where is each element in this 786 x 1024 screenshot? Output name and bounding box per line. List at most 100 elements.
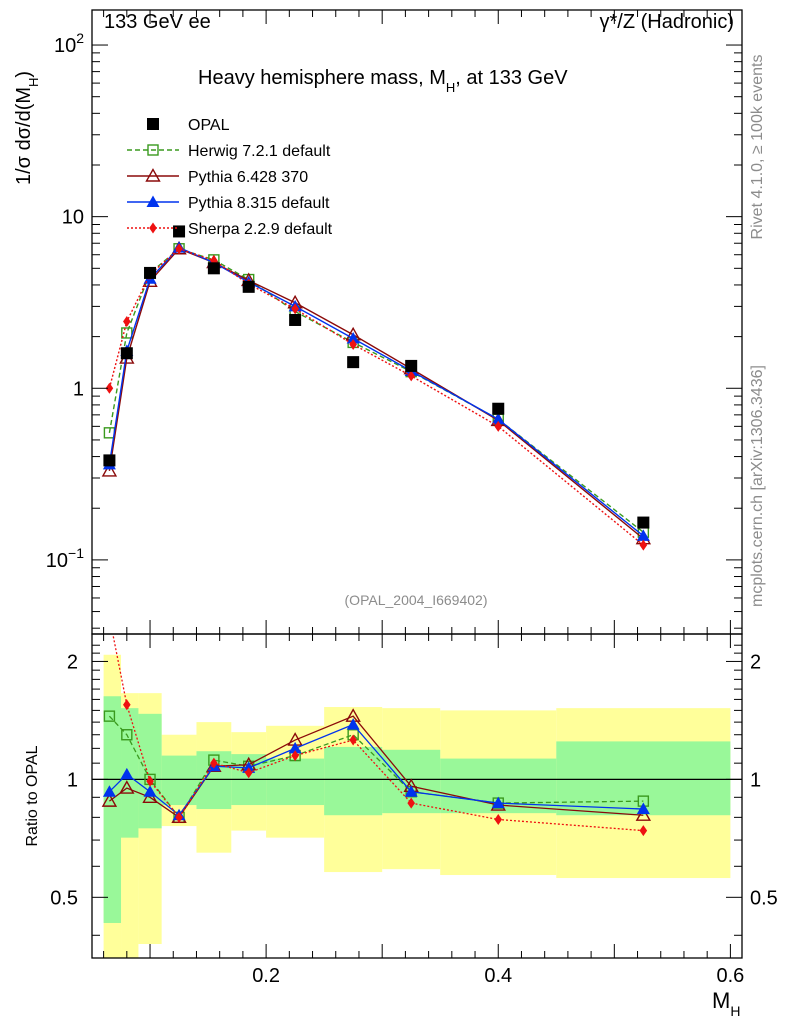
legend-marker [146,195,160,207]
ratio-series-group [101,634,652,837]
green-band-6 [266,758,325,806]
ratio-y-tick-label: 1 [67,769,78,791]
ratio-point-sherpa-2-2-9-default-9 [494,813,503,825]
main-point-herwig-7-2-1-default-1 [121,327,133,339]
ratio-point-pythia-6-428-370-10 [635,807,652,821]
process-label: γ*/Z (Hadronic) [600,11,734,33]
ratio-point-herwig-7-2-1-default-1 [121,729,133,741]
ratio-point-sherpa-2-2-9-default-6 [291,750,299,762]
main-y-tick-label: 102 [54,30,84,57]
main-series-opal [103,225,650,529]
main-y-tick-label: 10−1 [46,545,84,572]
ratio-y-tick-label-right: 2 [750,651,761,673]
main-line-pythia-8-315-default [108,246,644,537]
main-line-sherpa-2-2-9-default [108,247,644,546]
ratio-point-sherpa-2-2-9-default-5 [244,767,253,779]
ratio-y-tick-label-right: 0.5 [750,887,778,909]
main-point-opal-4 [207,262,220,275]
legend-marker [149,222,157,234]
legend: OPAL Herwig 7.2.1 default Pythia 6.428 370… [127,117,333,238]
green-band-1 [121,708,139,838]
main-point-sherpa-2-2-9-default-3 [175,243,183,255]
energy-label: 133 GeV ee [104,11,211,33]
x-tick-label: 0.4 [484,965,512,987]
legend-label: Herwig 7.2.1 default [188,143,331,160]
ratio-point-pythia-8-315-default-7 [346,718,360,730]
ratio-y-tick-label: 2 [67,651,78,673]
green-band-7 [324,746,383,816]
main-point-opal-5 [242,280,255,293]
main-line-pythia-6-428-370 [108,247,644,540]
main-point-sherpa-2-2-9-default-10 [639,539,648,551]
legend-entry-opal: OPAL [147,117,230,134]
ratio-point-pythia-8-315-default-9 [491,796,505,809]
plot-title: Heavy hemisphere mass, MH, at 133 GeV [198,67,568,95]
ratio-point-pythia-8-315-default-5 [242,761,256,773]
main-point-pythia-8-315-default-10 [636,529,650,541]
legend-label: Pythia 8.315 default [188,195,330,212]
main-series-pythia-6-428-370 [101,240,652,545]
x-tick-label: 0.6 [716,965,744,987]
legend-marker [147,144,159,156]
main-point-opal-10 [637,516,650,529]
ratio-point-sherpa-2-2-9-default-7 [349,734,357,746]
ratio-point-herwig-7-2-1-default-0 [103,710,116,722]
ratio-point-pythia-8-315-default-2 [143,785,157,797]
main-series-pythia-8-315-default [102,241,650,541]
main-point-opal-2 [144,266,157,279]
main-point-sherpa-2-2-9-default-9 [494,420,503,432]
x-tick-label: 0.2 [252,965,280,987]
green-band-0 [103,696,122,923]
ratio-panel-frame [91,633,743,959]
main-series-herwig-7-2-1-default [103,243,650,538]
legend-entry-herwig-7-2-1-default: Herwig 7.2.1 default [127,143,331,160]
main-point-opal-8 [405,359,418,372]
main-point-pythia-6-428-370-0 [101,462,118,477]
main-y-tick-label: 1 [73,378,84,400]
main-point-sherpa-2-2-9-default-7 [349,338,357,350]
legend-label: Sherpa 2.2.9 default [188,221,333,238]
main-point-sherpa-2-2-9-default-8 [407,370,415,382]
ratio-point-pythia-8-315-default-10 [636,802,650,815]
legend-entry-pythia-6-428-370: Pythia 6.428 370 [127,168,308,186]
green-band-3 [161,755,197,806]
legend-entry-sherpa-2-2-9-default: Sherpa 2.2.9 default [127,221,333,238]
main-point-pythia-8-315-default-9 [491,412,505,425]
ratio-point-sherpa-2-2-9-default-2 [146,775,154,787]
main-point-opal-3 [173,225,186,238]
ratio-point-pythia-6-428-370-1 [119,780,135,794]
main-point-opal-1 [120,347,133,360]
ratio-point-sherpa-2-2-9-default-4 [210,757,218,769]
main-point-sherpa-2-2-9-default-0 [105,382,114,394]
main-point-sherpa-2-2-9-default-1 [123,315,131,327]
legend-marker [145,168,161,182]
legend-label: OPAL [188,117,230,134]
main-series-sherpa-2-2-9-default [105,243,648,551]
green-band-2 [138,713,162,829]
main-y-tick-label: 10 [62,207,84,229]
main-point-sherpa-2-2-9-default-6 [291,303,299,315]
ratio-point-sherpa-2-2-9-default-10 [639,825,648,837]
ratio-point-sherpa-2-2-9-default-1 [123,699,131,711]
ratio-point-sherpa-2-2-9-default-3 [175,811,183,823]
legend-marker [147,118,159,130]
legend-label: Pythia 6.428 370 [188,169,308,186]
ratio-point-pythia-8-315-default-8 [404,785,418,797]
main-y-axis-label: 1/σ dσ/d(MH) [13,71,41,185]
main-point-opal-6 [289,313,302,326]
ratio-point-pythia-8-315-default-1 [120,767,134,780]
ratio-y-tick-label: 0.5 [50,887,78,909]
main-point-opal-0 [103,454,116,467]
ratio-point-pythia-8-315-default-0 [102,785,116,797]
ratio-y-axis-label: Ratio to OPAL [24,745,41,846]
main-point-opal-9 [492,402,505,415]
x-axis-label: MH [712,988,740,1019]
main-point-opal-7 [347,356,360,369]
main-line-herwig-7-2-1-default [108,247,644,533]
ratio-point-pythia-8-315-default-6 [288,741,302,754]
ratio-point-sherpa-2-2-9-default-8 [407,797,415,809]
analysis-id-label: (OPAL_2004_I669402) [345,592,488,608]
legend-entry-pythia-8-315-default: Pythia 8.315 default [127,195,330,212]
ratio-y-tick-label-right: 1 [750,769,761,791]
